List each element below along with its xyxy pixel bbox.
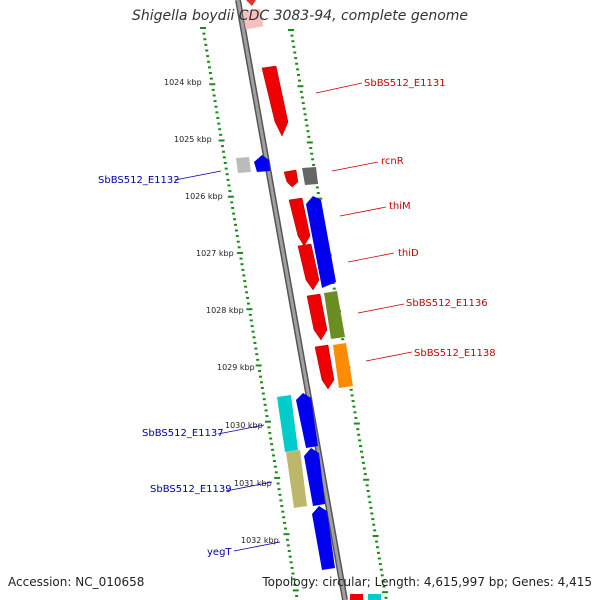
gene-sbbs512-e1139[interactable] bbox=[286, 450, 307, 508]
gene-sbbs512-e1137[interactable] bbox=[277, 395, 298, 452]
tick-label: 1032 kbp bbox=[241, 536, 279, 545]
leader-line bbox=[233, 541, 281, 552]
genome-title: Shigella boydii CDC 3083-94, complete ge… bbox=[131, 8, 469, 24]
gene-bottom-red[interactable] bbox=[350, 594, 363, 600]
gene-label-rcnr[interactable]: rcnR bbox=[381, 156, 404, 167]
leader-line bbox=[331, 161, 379, 172]
gene-yegt[interactable] bbox=[312, 506, 335, 570]
tick-label: 1031 kbp bbox=[234, 479, 272, 488]
tick-label: 1028 kbp bbox=[206, 306, 244, 315]
gene-label-thid[interactable]: thiD bbox=[398, 248, 419, 259]
right-labels: SbBS512_E1131 rcnR thiM thiD SbBS512_E11… bbox=[315, 78, 496, 362]
gene-thid[interactable] bbox=[297, 243, 320, 291]
leader-line bbox=[217, 424, 265, 435]
gene-sbbs512-e1136[interactable] bbox=[306, 293, 328, 341]
gene-label-thim[interactable]: thiM bbox=[389, 201, 411, 212]
gene-label-sbbs512-e1131[interactable]: SbBS512_E1131 bbox=[364, 78, 446, 89]
leader-line bbox=[174, 170, 222, 181]
genome-backbone bbox=[235, 0, 348, 600]
gene-bottom-cyan[interactable] bbox=[368, 594, 381, 600]
topology-label: Topology: circular; Length: 4,615,997 bp… bbox=[262, 575, 592, 589]
tick-label: 1025 kbp bbox=[174, 135, 212, 144]
gene-rcnr-grey[interactable] bbox=[302, 167, 318, 185]
gene-sbbs512-e1138[interactable] bbox=[314, 344, 335, 390]
gene-sbbs512-e1132-grey[interactable] bbox=[236, 157, 251, 173]
leader-line bbox=[315, 82, 363, 94]
gene-olive[interactable] bbox=[324, 291, 345, 339]
gene-top-faded-1[interactable] bbox=[242, 8, 264, 30]
gene-label-sbbs512-e1137[interactable]: SbBS512_E1137 bbox=[142, 428, 224, 439]
gene-sbbs512-e1132[interactable] bbox=[254, 155, 270, 172]
tick-label: 1029 kbp bbox=[217, 363, 255, 372]
gene-label-sbbs512-e1139[interactable]: SbBS512_E1139 bbox=[150, 484, 232, 495]
gene-sbbs512-e1137-blue[interactable] bbox=[296, 393, 318, 448]
tick-label: 1027 kbp bbox=[196, 249, 234, 258]
left-dotted-track bbox=[200, 27, 299, 598]
gene-label-yegt[interactable]: yegT bbox=[207, 547, 232, 558]
gene-orange[interactable] bbox=[333, 343, 353, 388]
tick-label: 1030 kbp bbox=[225, 421, 263, 430]
gene-label-sbbs512-e1138[interactable]: SbBS512_E1138 bbox=[414, 348, 496, 359]
leader-line bbox=[347, 252, 395, 263]
leader-line bbox=[339, 206, 387, 217]
tick-label: 1026 kbp bbox=[185, 192, 223, 201]
tick-label: 1024 kbp bbox=[164, 78, 202, 87]
gene-thim[interactable] bbox=[288, 197, 311, 247]
gene-sbbs512-e1139-blue[interactable] bbox=[304, 448, 325, 506]
accession-label: Accession: NC_010658 bbox=[8, 575, 145, 589]
gene-top-faded-2[interactable] bbox=[246, 0, 256, 6]
gene-thim-reverse[interactable] bbox=[306, 196, 336, 288]
left-labels: SbBS512_E1132 SbBS512_E1137 SbBS512_E113… bbox=[98, 170, 281, 558]
gene-sbbs512-e1131[interactable] bbox=[261, 65, 289, 137]
leader-line bbox=[357, 303, 405, 314]
leader-line bbox=[365, 351, 413, 362]
gene-label-sbbs512-e1136[interactable]: SbBS512_E1136 bbox=[406, 298, 488, 309]
tick-labels: 1024 kbp 1025 kbp 1026 kbp 1027 kbp 1028… bbox=[164, 78, 279, 545]
leader-line bbox=[225, 481, 273, 492]
gene-label-sbbs512-e1132[interactable]: SbBS512_E1132 bbox=[98, 175, 180, 186]
gene-rcnr[interactable] bbox=[283, 169, 299, 188]
